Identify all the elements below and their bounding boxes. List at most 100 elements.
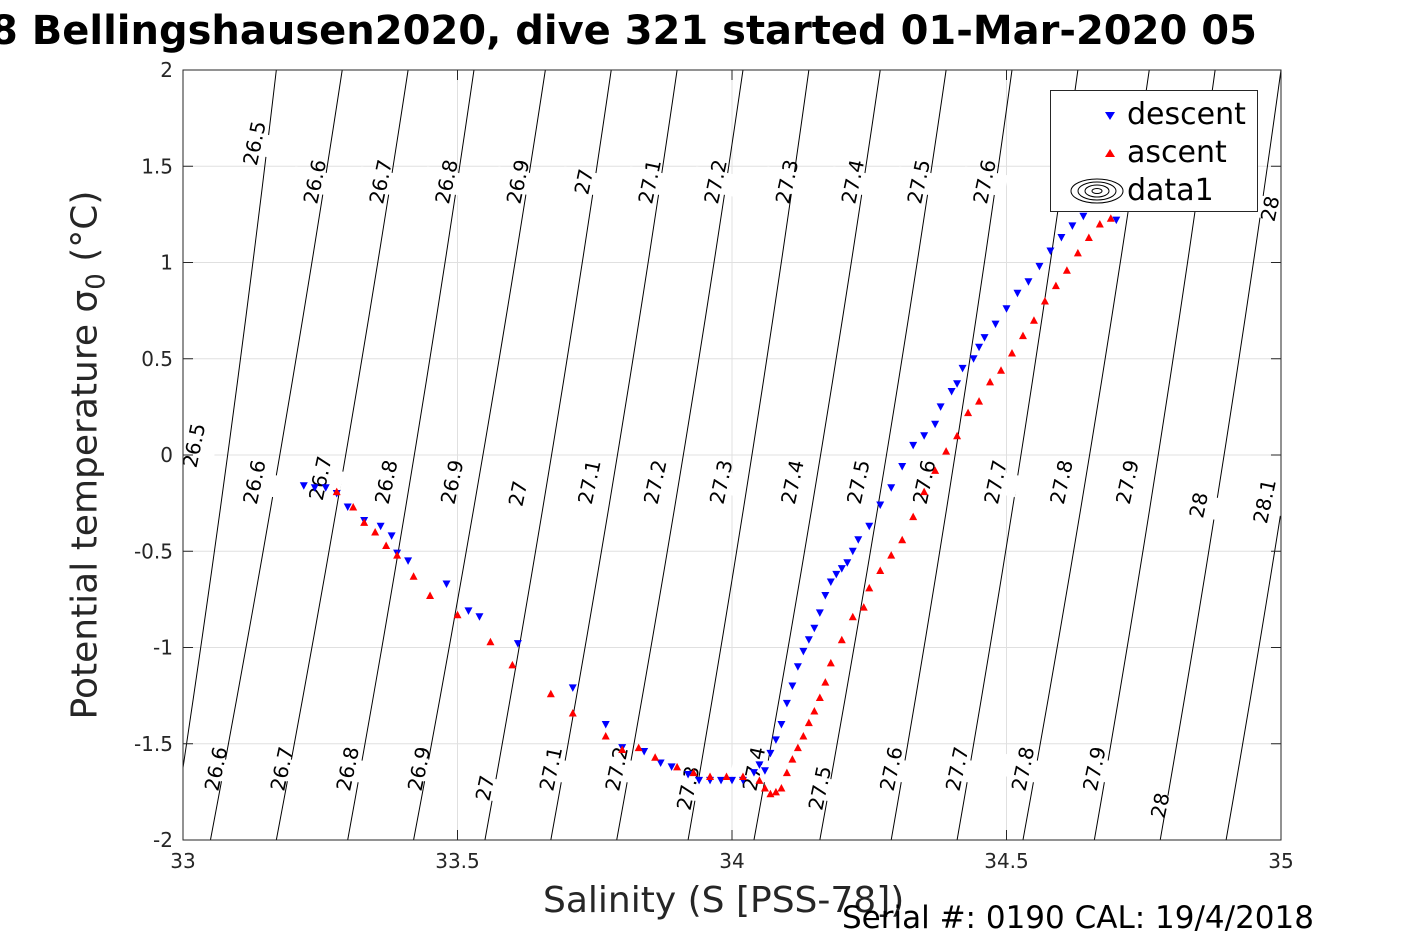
descent-point (799, 647, 808, 656)
descent-point (969, 355, 978, 363)
isopycnal-label-bg (1174, 489, 1223, 521)
descent-point (513, 640, 522, 648)
axes: 33 33.5 34 34.5 35 -2 -1.5 -1 -0.5 0 0.5 1 1.5 2 (134, 58, 1294, 873)
ascent-point (793, 743, 802, 752)
isopycnal-label-bg (971, 466, 1020, 498)
descent-point (958, 364, 967, 373)
ascent-point (865, 583, 874, 592)
legend-item-descent: descent (1051, 97, 1257, 133)
descent-point (464, 607, 473, 615)
ascent-point (887, 551, 896, 559)
ascent-point (804, 718, 813, 727)
legend-label-descent: descent (1127, 97, 1246, 132)
isopycnal-label-bg (323, 753, 372, 785)
isopycnal-label-bg (1240, 485, 1281, 517)
legend-item-data1: data1 (1051, 173, 1257, 209)
ascent-point (486, 637, 495, 646)
ascent-point (634, 743, 643, 752)
x-tick-label: 34 (719, 849, 744, 873)
isopycnal-label-bg (828, 166, 877, 197)
ascent-point (931, 466, 940, 474)
ascent-point (815, 693, 824, 702)
x-tick-label: 35 (1268, 849, 1293, 873)
descent-point (475, 613, 484, 621)
ascent-marker-icon (1105, 149, 1115, 157)
ascent-point (1018, 331, 1027, 340)
isopycnal-label-bg (230, 466, 279, 498)
isopycnal-label-bg (691, 166, 740, 197)
descent-point (975, 343, 984, 352)
descent-point (1057, 233, 1066, 242)
descent-marker-icon (1105, 112, 1115, 120)
ascent-point (360, 518, 369, 526)
descent-point (771, 736, 780, 744)
ascent-point (332, 487, 341, 496)
descent-point (887, 484, 896, 492)
y-tick-label: -0.5 (134, 539, 173, 563)
x-tick-label: 33 (170, 849, 195, 873)
ascent-point (826, 658, 835, 667)
y-tick-label: 1 (160, 251, 173, 275)
isopycnal-label-bg (362, 466, 410, 498)
ascent-point (771, 787, 780, 796)
descent-point (1068, 222, 1077, 230)
y-tick-label: -2 (153, 828, 173, 852)
descent-point (821, 592, 830, 600)
descent-point (568, 684, 577, 692)
isopycnal-label-bg (183, 430, 218, 461)
isopycnal-label-bg (697, 466, 745, 498)
isopycnal-label-bg (565, 466, 614, 498)
ascent-point (920, 487, 929, 496)
serial-calibration-note: Serial #: 0190 CAL: 19/4/2018 (842, 900, 1314, 936)
ascent-point (859, 603, 868, 611)
ascent-point (1029, 316, 1038, 324)
descent-point (782, 699, 791, 708)
descent-point (909, 441, 918, 450)
ascent-point (837, 635, 846, 644)
ascent-point (766, 789, 775, 798)
ascent-point (821, 678, 830, 686)
descent-point (717, 776, 726, 785)
descent-point (931, 420, 940, 429)
isopycnal-label-bg (192, 753, 240, 785)
isopycnal-label-bg (356, 166, 405, 197)
isopycnal-label-bg (422, 166, 471, 197)
isopycnal-label-bg (258, 753, 306, 785)
isopycnal-line (1159, 70, 1281, 840)
descent-point (656, 759, 665, 767)
descent-point (936, 403, 945, 411)
descent-point (810, 624, 819, 633)
ascent-point (1106, 214, 1115, 222)
ascent-point (810, 707, 819, 715)
descent-point (980, 334, 989, 342)
descent-point (953, 380, 962, 388)
ascent-point (755, 776, 764, 784)
descent-point (755, 761, 764, 769)
descent-point (442, 580, 451, 588)
isopycnal-label-bg (527, 753, 575, 785)
descent-point (299, 482, 308, 490)
descent-point (1002, 305, 1011, 313)
ascent-point (618, 745, 627, 754)
descent-point (321, 484, 330, 492)
descent-point (837, 565, 846, 573)
ascent-point (997, 366, 1006, 374)
ascent-point (601, 732, 610, 740)
legend: descent ascent data1 (1050, 90, 1258, 212)
ascent-point (722, 772, 731, 780)
descent-point (826, 578, 835, 587)
isopycnal-label: 27 (471, 773, 500, 803)
descent-point (1013, 289, 1022, 298)
isopycnal-label-bg (960, 166, 1009, 197)
isopycnal-label-bg (867, 753, 916, 785)
ascent-point (1084, 233, 1093, 241)
isopycnal-label-bg (1103, 466, 1152, 498)
isopycnal-label: 27 (569, 167, 598, 197)
descent-point (854, 536, 863, 544)
isopycnal-label-bg (290, 166, 339, 197)
legend-item-ascent: ascent (1051, 135, 1257, 171)
isopycnal-label-bg (933, 753, 981, 785)
legend-label-data1: data1 (1127, 173, 1214, 208)
descent-point (832, 570, 841, 579)
ascent-point (909, 512, 918, 521)
